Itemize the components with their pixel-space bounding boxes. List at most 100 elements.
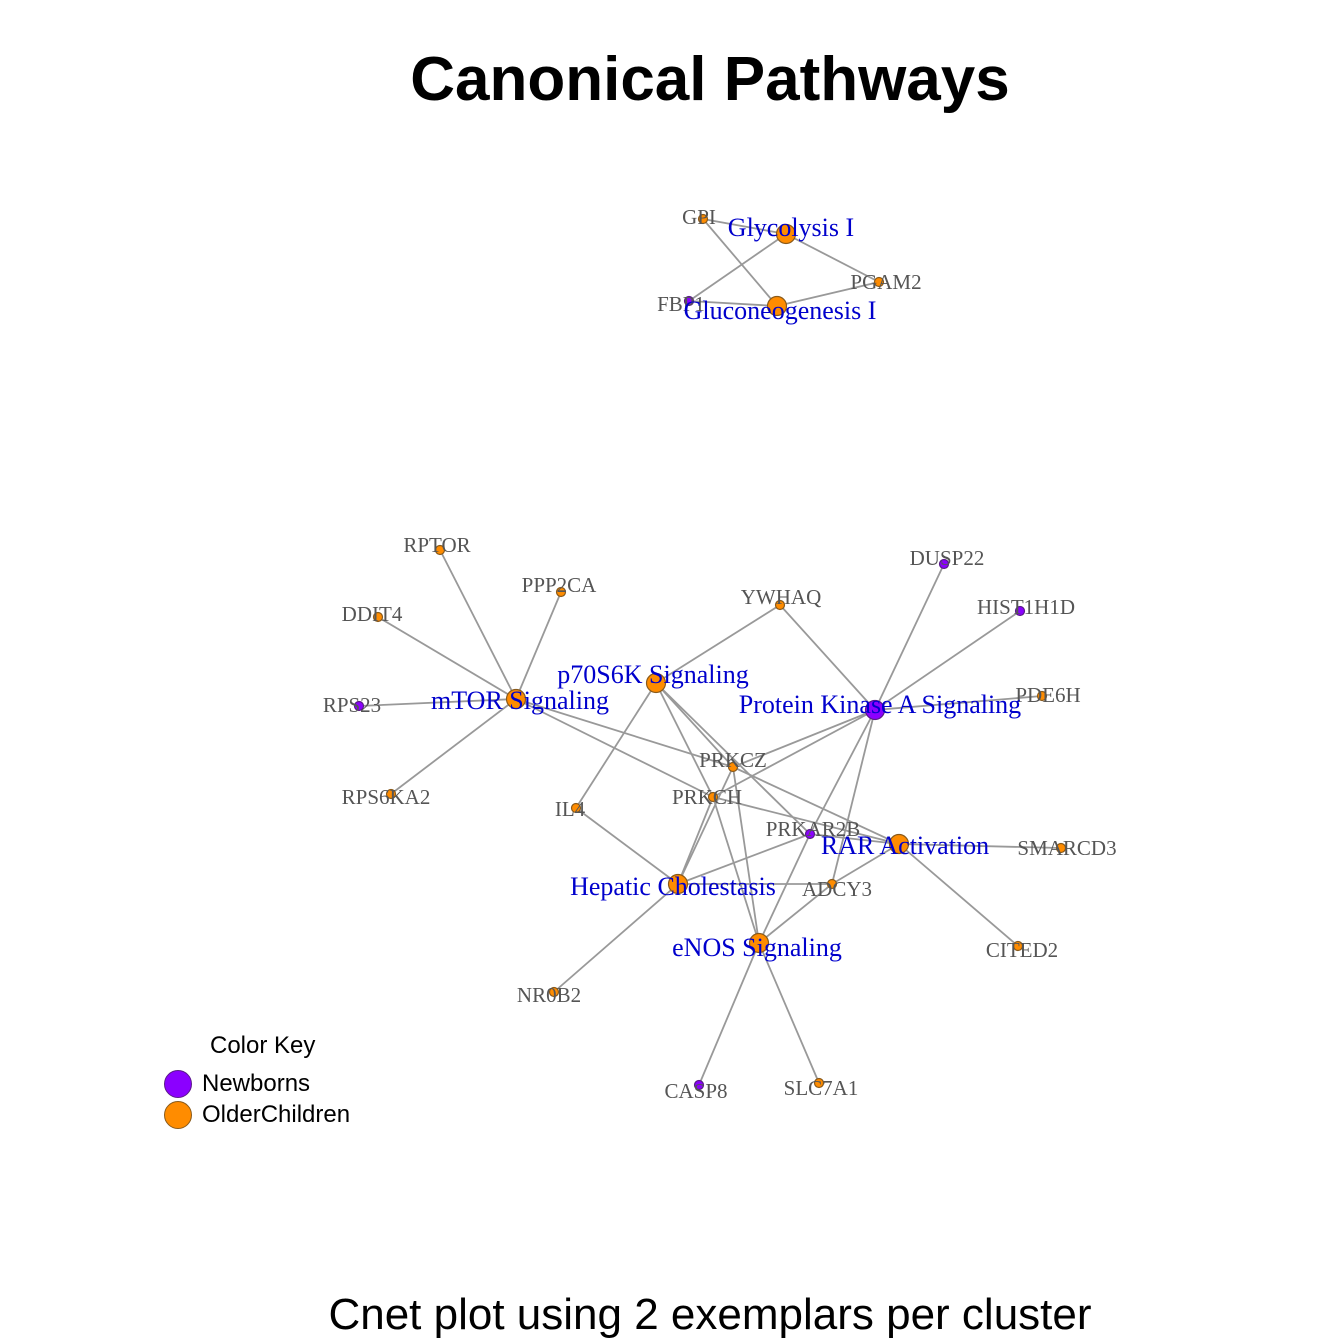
edge-pka-PRKAR2B: [809, 709, 876, 835]
edge-mtor-RPS6KA2: [390, 698, 517, 795]
gene-label-prkcz: PRKCZ: [699, 748, 767, 772]
edge-mtor-PPP2CA: [515, 591, 562, 700]
gene-label-adcy3: ADCY3: [802, 877, 872, 901]
gene-node-nr0b2: [548, 986, 560, 998]
edge-hep-IL4: [575, 807, 679, 885]
pathway-node-p70: [645, 672, 667, 694]
gene-label-hist1h1d: HIST1H1D: [977, 595, 1075, 619]
edge-gluc-FBP1: [688, 300, 778, 307]
pathway-label-pka: Protein Kinase A Signaling: [739, 690, 1021, 719]
gene-node-casp8: [693, 1079, 705, 1091]
node-layer: [353, 213, 1067, 1091]
olderchildren-swatch-icon: [164, 1100, 192, 1129]
gene-node-smarcd3: [1055, 842, 1067, 854]
gene-label-rps6ka2: RPS6KA2: [342, 785, 431, 809]
gene-label-dusp22: DUSP22: [910, 546, 985, 570]
edge-glyc-GPI: [702, 218, 787, 235]
edge-mtor-RPTOR: [439, 549, 517, 700]
gene-node-pde6h: [1036, 690, 1048, 702]
edge-p70-PRKCZ: [655, 682, 734, 768]
gene-label-ddit4: DDIT4: [342, 602, 403, 626]
edge-gluc-PGAM2: [776, 281, 880, 307]
pathway-label-p70: p70S6K Signaling: [557, 660, 748, 689]
gene-node-adcy3: [826, 878, 838, 890]
gene-node-cited2: [1012, 940, 1024, 952]
edge-p70-PRKAR2B: [655, 682, 811, 835]
gene-label-prkar2b: PRKAR2B: [766, 817, 861, 841]
edge-enos-PRKCZ: [732, 766, 760, 944]
edge-hep-PRKCH: [677, 796, 714, 885]
edge-mtor-RPS23: [358, 698, 517, 707]
gene-node-pgam2: [873, 276, 885, 288]
gene-node-slc7a1: [813, 1077, 825, 1089]
gene-label-ppp2ca: PPP2CA: [522, 573, 598, 597]
legend-title: Color Key: [210, 1032, 316, 1059]
pathway-label-glyc: Glycolysis I: [728, 213, 854, 242]
edge-rar-ADCY3: [831, 843, 900, 885]
gene-node-prkar2b: [804, 828, 816, 840]
gene-label-cited2: CITED2: [986, 938, 1058, 962]
edge-enos-SLC7A1: [758, 942, 820, 1084]
pathway-node-mtor: [505, 688, 527, 710]
edge-p70-PRKCH: [655, 682, 714, 798]
gene-node-ddit4: [372, 611, 384, 623]
pathway-node-rar: [888, 833, 910, 855]
gene-node-rptor: [434, 544, 446, 556]
gene-node-fbp1: [683, 295, 695, 307]
edge-rar-PRKAR2B: [809, 833, 900, 845]
gene-label-ywhaq: YWHAQ: [741, 585, 821, 609]
edge-rar-PRKCH: [712, 796, 900, 845]
color-key-legend: Color Key Newborns OlderChildren: [164, 1032, 350, 1130]
newborns-swatch-icon: [164, 1069, 192, 1098]
edge-glyc-PGAM2: [785, 233, 880, 283]
pathway-node-glyc: [775, 223, 797, 245]
edge-pka-HIST1H1D: [874, 610, 1021, 711]
edge-pka-DUSP22: [874, 563, 945, 711]
edge-mtor-DDIT4: [377, 616, 517, 700]
figure-caption: Cnet plot using 2 exemplars per cluster: [328, 1290, 1092, 1339]
edge-enos-ADCY3: [758, 883, 833, 944]
gene-label-fbp1: FBP1: [657, 292, 705, 316]
gene-node-rps23: [353, 700, 365, 712]
pathway-node-hep: [667, 873, 689, 895]
edge-pka-ADCY3: [831, 709, 876, 885]
legend-item-newborns: Newborns: [164, 1068, 350, 1099]
pathway-label-gluc: Gluconeogenesis I: [684, 296, 877, 325]
legend-label: Newborns: [202, 1069, 311, 1097]
edge-rar-CITED2: [898, 843, 1019, 947]
label-layer: GPI PGAM2 FBP1 RPTOR PPP2CA DDIT4 RPS23 RPS6KA2…: [323, 205, 1117, 1103]
gene-node-hist1h1d: [1014, 605, 1026, 617]
edge-glyc-FBP1: [688, 233, 787, 302]
gene-node-rps6ka2: [385, 788, 397, 800]
edge-hep-PRKAR2B: [677, 833, 811, 885]
gene-label-pde6h: PDE6H: [1015, 683, 1080, 707]
edge-pka-PRKCZ: [732, 709, 876, 768]
pathway-node-enos: [748, 932, 770, 954]
pathway-label-mtor: mTOR Signaling: [431, 686, 609, 715]
edge-hep-NR0B2: [553, 883, 679, 993]
edge-p70-IL4: [575, 682, 657, 809]
pathway-node-gluc: [766, 295, 788, 317]
gene-label-slc7a1: SLC7A1: [784, 1076, 859, 1100]
page-title: Canonical Pathways: [410, 45, 1010, 114]
pathway-label-rar: RAR Activation: [821, 831, 989, 860]
pathway-label-hep: Hepatic Cholestasis: [570, 872, 776, 901]
legend-item-olderchildren: OlderChildren: [164, 1099, 350, 1130]
gene-label-prkch: PRKCH: [672, 785, 742, 809]
edge-pka-PRKCH: [712, 709, 876, 798]
pathway-node-pka: [864, 699, 886, 721]
edge-hep-PRKCZ: [677, 766, 734, 885]
edge-rar-PRKCZ: [732, 766, 900, 845]
edge-enos-CASP8: [698, 942, 760, 1086]
gene-label-nr0b2: NR0B2: [517, 983, 581, 1007]
gene-node-ywhaq: [774, 599, 786, 611]
edge-p70-YWHAQ: [655, 604, 781, 684]
gene-node-gpi: [697, 213, 709, 225]
gene-node-dusp22: [938, 558, 950, 570]
edge-layer: [358, 218, 1062, 1086]
gene-label-casp8: CASP8: [664, 1079, 727, 1103]
gene-label-rps23: RPS23: [323, 693, 381, 717]
edge-enos-PRKCH: [712, 796, 760, 944]
legend-label: OlderChildren: [202, 1100, 351, 1128]
